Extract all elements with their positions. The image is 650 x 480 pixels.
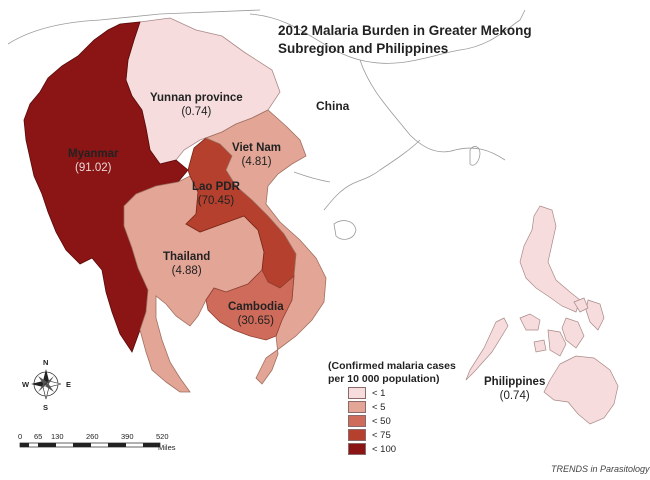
label-laos-name: Lao PDR bbox=[192, 181, 240, 193]
legend-label: < 100 bbox=[372, 443, 397, 455]
legend-item: < 5 bbox=[348, 400, 396, 414]
region-vietnam bbox=[204, 109, 327, 385]
scale-tick: 260 bbox=[86, 432, 99, 441]
map-title-line2: Subregion and Philippines bbox=[278, 41, 449, 56]
scale-tick: 520 bbox=[156, 432, 169, 441]
map-title-line1: 2012 Malaria Burden in Greater Mekong bbox=[278, 23, 532, 38]
legend-item: < 75 bbox=[348, 428, 396, 442]
legend-title-line1: (Confirmed malaria cases bbox=[328, 360, 456, 372]
label-philippines: Philippines (0.74) bbox=[484, 375, 545, 403]
map-title: 2012 Malaria Burden in Greater Mekong Su… bbox=[278, 22, 532, 58]
compass-rose-icon bbox=[31, 369, 62, 400]
scale-tick: 130 bbox=[51, 432, 64, 441]
scale-unit: Miles bbox=[158, 443, 176, 452]
label-vietnam: Viet Nam (4.81) bbox=[232, 141, 281, 169]
label-vietnam-value: (4.81) bbox=[241, 156, 272, 168]
compass-e: E bbox=[66, 380, 72, 389]
label-philippines-value: (0.74) bbox=[499, 390, 530, 402]
legend-title-line2: per 10 000 population) bbox=[328, 373, 440, 385]
region-philippines bbox=[465, 205, 619, 425]
legend-label: < 75 bbox=[372, 429, 391, 441]
compass-n: N bbox=[43, 358, 49, 367]
china-coastline bbox=[7, 9, 526, 211]
label-yunnan-value: (0.74) bbox=[181, 106, 212, 118]
label-cambodia-value: (30.65) bbox=[237, 315, 275, 327]
label-myanmar-value: (91.02) bbox=[75, 162, 112, 174]
label-philippines-name: Philippines bbox=[484, 376, 546, 388]
label-thailand-value: (4.88) bbox=[171, 265, 202, 277]
legend-item: < 1 bbox=[348, 386, 396, 400]
compass-s: S bbox=[43, 403, 49, 412]
legend-swatch bbox=[348, 415, 366, 427]
legend-swatch bbox=[348, 387, 366, 399]
label-vietnam-name: Viet Nam bbox=[232, 142, 282, 154]
label-laos-value: (70.45) bbox=[197, 195, 235, 207]
label-thailand: Thailand (4.88) bbox=[163, 250, 210, 278]
region-myanmar bbox=[23, 21, 189, 353]
hainan-island bbox=[333, 220, 357, 240]
journal-credit: TRENDS in Parasitology bbox=[551, 464, 650, 474]
legend-label: < 5 bbox=[372, 401, 386, 413]
label-thailand-name: Thailand bbox=[163, 251, 211, 263]
label-laos: Lao PDR (70.45) bbox=[192, 180, 240, 208]
taiwan-island bbox=[469, 146, 481, 166]
label-myanmar: Myanmar (91.02) bbox=[68, 147, 119, 175]
label-cambodia-name: Cambodia bbox=[228, 301, 284, 313]
compass-w: W bbox=[22, 380, 30, 389]
scale-tick: 65 bbox=[34, 432, 43, 441]
legend-title: (Confirmed malaria cases per 10 000 popu… bbox=[328, 360, 456, 386]
legend-label: < 1 bbox=[372, 387, 386, 399]
scale-tick: 390 bbox=[121, 432, 134, 441]
legend: < 1 < 5 < 50 < 75 < 100 bbox=[348, 386, 396, 456]
region-cambodia bbox=[205, 269, 295, 341]
legend-item: < 100 bbox=[348, 442, 396, 456]
label-yunnan: Yunnan province (0.74) bbox=[150, 91, 243, 119]
legend-item: < 50 bbox=[348, 414, 396, 428]
china-label: China bbox=[316, 99, 350, 113]
scale-tick: 0 bbox=[18, 432, 23, 441]
scale-bar bbox=[19, 442, 161, 448]
scale-labels: 0 65 130 260 390 520 bbox=[16, 432, 176, 444]
legend-swatch bbox=[348, 443, 366, 455]
label-cambodia: Cambodia (30.65) bbox=[228, 300, 284, 328]
label-myanmar-name: Myanmar bbox=[68, 148, 119, 160]
legend-label: < 50 bbox=[372, 415, 391, 427]
label-yunnan-name: Yunnan province bbox=[150, 92, 243, 104]
legend-swatch bbox=[348, 429, 366, 441]
legend-swatch bbox=[348, 401, 366, 413]
